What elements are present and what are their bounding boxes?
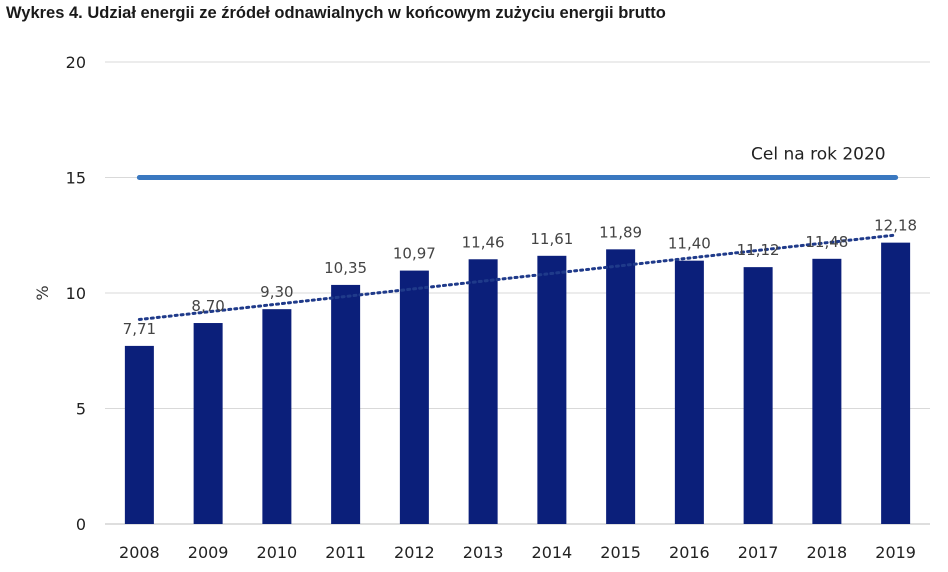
bar bbox=[537, 255, 567, 524]
trendline-path bbox=[137, 233, 898, 322]
x-tick-label: 2014 bbox=[532, 543, 573, 562]
data-label: 9,30 bbox=[260, 283, 293, 301]
data-label: 10,35 bbox=[324, 259, 367, 277]
gridlines bbox=[105, 61, 930, 525]
y-tick-label: 5 bbox=[76, 400, 86, 419]
bar bbox=[812, 258, 842, 524]
data-label: 11,61 bbox=[530, 230, 573, 248]
x-tick-label: 2018 bbox=[807, 543, 848, 562]
data-label: 11,48 bbox=[805, 233, 848, 251]
target-line-group: Cel na rok 2020 bbox=[136, 145, 899, 180]
data-label: 10,97 bbox=[393, 245, 436, 263]
x-tick-label: 2017 bbox=[738, 543, 779, 562]
bar bbox=[881, 242, 911, 524]
bar bbox=[124, 345, 154, 524]
bar bbox=[262, 309, 292, 524]
x-tick-label: 2009 bbox=[188, 543, 229, 562]
y-tick-label: 10 bbox=[66, 284, 86, 303]
x-tick-label: 2012 bbox=[394, 543, 435, 562]
target-label: Cel na rok 2020 bbox=[751, 145, 886, 165]
bar bbox=[193, 323, 223, 524]
x-tick-label: 2016 bbox=[669, 543, 710, 562]
x-tick-label: 2013 bbox=[463, 543, 504, 562]
data-label: 11,12 bbox=[737, 241, 780, 259]
bar bbox=[468, 259, 498, 524]
data-label: 7,71 bbox=[123, 320, 156, 338]
data-label: 11,40 bbox=[668, 235, 711, 253]
data-label: 11,46 bbox=[462, 233, 505, 251]
data-label: 12,18 bbox=[874, 217, 917, 235]
x-tick-label: 2019 bbox=[875, 543, 916, 562]
bars bbox=[124, 242, 911, 524]
bar bbox=[743, 267, 773, 524]
y-tick-labels: 0 5 10 15 20 bbox=[66, 53, 86, 534]
bar bbox=[399, 270, 429, 524]
x-tick-label: 2010 bbox=[257, 543, 298, 562]
x-tick-label: 2015 bbox=[600, 543, 641, 562]
y-tick-label: 0 bbox=[76, 515, 86, 534]
y-tick-label: 20 bbox=[66, 53, 86, 72]
bar bbox=[606, 249, 636, 524]
bar bbox=[331, 284, 361, 524]
bar bbox=[674, 260, 704, 524]
data-label: 11,89 bbox=[599, 223, 642, 241]
data-label: 8,70 bbox=[191, 297, 224, 315]
x-tick-label: 2008 bbox=[119, 543, 160, 562]
trendline bbox=[137, 233, 898, 322]
y-axis-label: % bbox=[33, 285, 52, 300]
x-tick-label: 2011 bbox=[325, 543, 366, 562]
y-tick-label: 15 bbox=[66, 169, 86, 188]
x-tick-labels: 2008 2009 2010 2011 2012 2013 2014 2015 2016 2017… bbox=[119, 543, 916, 562]
data-labels: 7,71 8,70 9,30 10,35 10,97 11,46 11,61 11,89 11,… bbox=[123, 217, 917, 338]
chart-title: Wykres 4. Udział energii ze źródeł odnaw… bbox=[6, 4, 666, 22]
